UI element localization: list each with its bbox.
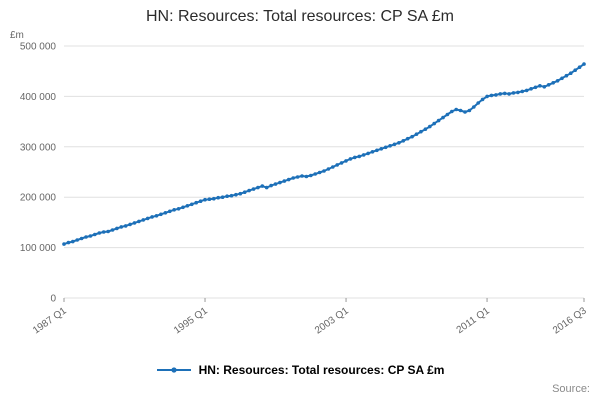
x-axis-ticks: 1987 Q1 1995 Q1 2003 Q1 2011 Q1 2016 Q3 [31,298,589,336]
data-points [62,62,586,246]
y-axis-unit-label: £m [10,30,24,41]
svg-text:200 000: 200 000 [20,193,57,204]
gridlines [64,45,584,299]
line-chart: £m 0 100 000 200 000 300 000 400 000 500 000 19… [10,30,589,336]
legend-label: HN: Resources: Total resources: CP SA £m [198,363,445,377]
svg-text:0: 0 [50,294,56,305]
source-label: Source: [552,383,590,395]
svg-text:400 000: 400 000 [20,92,57,103]
svg-text:100 000: 100 000 [20,243,57,254]
chart-title: HN: Resources: Total resources: CP SA £m [146,8,454,25]
legend-line-marker [156,367,191,373]
svg-text:1995 Q1: 1995 Q1 [172,305,210,336]
svg-text:2016 Q3: 2016 Q3 [551,305,589,336]
svg-text:2011 Q1: 2011 Q1 [455,305,492,336]
svg-text:1987 Q1: 1987 Q1 [31,305,69,336]
y-axis-labels: 0 100 000 200 000 300 000 400 000 500 000 [20,42,57,305]
svg-text:500 000: 500 000 [20,42,57,53]
legend: HN: Resources: Total resources: CP SA £m [0,363,600,377]
svg-text:300 000: 300 000 [20,142,57,153]
svg-text:2003 Q1: 2003 Q1 [313,305,351,336]
data-line [63,63,585,246]
